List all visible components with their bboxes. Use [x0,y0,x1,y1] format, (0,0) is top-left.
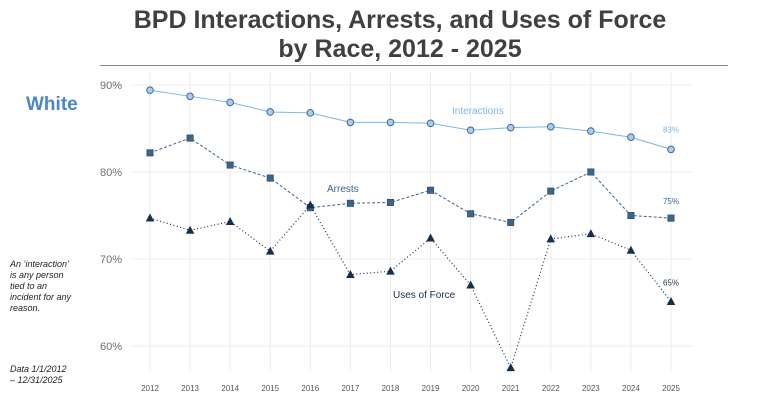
x-tick-label: 2015 [261,384,279,393]
data-point-interactions [426,119,435,128]
data-point-interactions [506,123,515,132]
series-line-uses-of-force [149,204,672,370]
data-point-uses-of-force [666,297,676,306]
data-point-interactions [587,127,595,135]
data-point-interactions [306,109,315,117]
data-point-uses-of-force [346,270,355,279]
data-point-uses-of-force [506,363,515,372]
data-point-arrests [627,212,635,220]
data-point-arrests [266,174,274,182]
x-tick-label: 2020 [462,384,480,393]
series-label-arrests: Arrests [327,184,359,195]
race-label: White [26,94,78,115]
x-tick-label: 2024 [622,384,640,393]
data-point-uses-of-force [426,233,435,242]
y-tick-label: 70% [100,254,122,266]
series-line-arrests [149,137,672,223]
y-tick-label: 80% [100,167,122,179]
data-point-interactions [266,108,275,116]
x-tick-label: 2012 [141,384,159,393]
x-tick-label: 2017 [341,384,359,393]
chart-title: BPD Interactions, Arrests, and Uses of F… [0,6,768,64]
chart-title-line-1: BPD Interactions, Arrests, and Uses of F… [133,6,667,34]
data-point-arrests [346,199,354,207]
x-tick-label: 2025 [662,384,680,393]
x-tick-label: 2023 [582,384,600,393]
data-point-interactions [386,118,395,127]
series-label-uses-of-force: Uses of Force [393,290,456,301]
data-point-arrests [467,210,475,218]
x-tick-label: 2016 [301,384,319,393]
data-point-interactions [226,98,234,107]
data-point-arrests [507,218,515,226]
title-divider [100,65,728,66]
end-value-label-uses-of-force: 65% [663,279,679,288]
data-point-uses-of-force [185,225,195,234]
chart-title-line-2: by Race, 2012 - 2025 [278,35,522,63]
data-point-interactions [186,92,194,101]
data-point-arrests [427,186,435,194]
data-point-interactions [466,126,475,135]
end-value-label-interactions: 83% [663,125,679,134]
data-point-uses-of-force [626,245,636,254]
data-point-arrests [587,168,595,176]
data-point-arrests [547,187,555,195]
x-tick-label: 2021 [502,384,520,393]
data-point-arrests [186,134,194,142]
x-tick-label: 2014 [221,384,239,393]
data-point-interactions [546,122,555,131]
y-tick-label: 60% [100,341,122,353]
data-point-uses-of-force [306,200,315,209]
data-point-interactions [667,145,675,154]
data-point-interactions [627,133,635,141]
data-point-interactions [146,86,154,95]
data-point-arrests [386,198,394,206]
data-point-uses-of-force [466,280,475,289]
x-tick-label: 2019 [422,384,440,393]
data-point-uses-of-force [225,216,235,225]
x-tick-label: 2022 [542,384,560,393]
data-point-arrests [226,161,234,169]
x-tick-label: 2013 [181,384,199,393]
data-point-uses-of-force [546,234,556,243]
data-point-uses-of-force [586,229,596,238]
y-tick-label: 90% [100,80,122,92]
data-point-uses-of-force [386,266,395,275]
data-point-uses-of-force [265,246,275,255]
series-label-interactions: Interactions [452,106,504,117]
end-value-label-arrests: 75% [663,197,679,206]
interaction-definition-note: An ‘interaction’ is any person tied to a… [10,259,72,313]
data-point-interactions [346,118,355,127]
data-range-note: Data 1/1/2012 – 12/31/2025 [10,364,67,385]
x-tick-label: 2018 [382,384,400,393]
data-point-arrests [667,214,675,222]
data-point-uses-of-force [145,213,155,222]
series-line-interactions [149,89,672,150]
data-point-arrests [146,149,154,157]
